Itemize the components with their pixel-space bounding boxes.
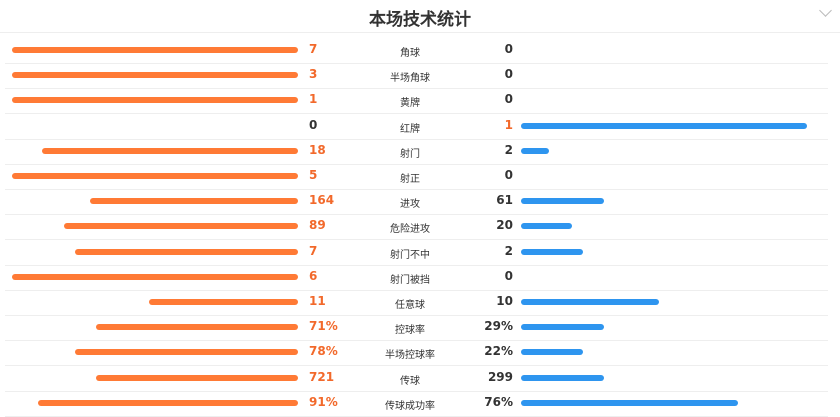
stat-label: 射门 [400,148,420,160]
stat-row: 78% 半场控球率 22% [5,340,828,367]
home-bar [96,374,298,381]
home-value: 164 [309,193,335,208]
stat-label: 半场控球率 [385,350,435,362]
stat-row: 11 任意球 10 [5,290,828,316]
home-value: 91% [309,394,338,409]
stat-row: 18 射门 2 [5,139,828,165]
stat-label: 任意球 [395,300,425,311]
away-value: 29% [484,319,513,334]
stat-row: 6 射门被挡 0 [5,265,828,291]
away-value: 0 [504,67,513,82]
away-value: 0 [504,168,513,182]
away-value: 2 [504,142,513,157]
stat-row: 1 黄牌 0 [5,88,828,115]
home-value: 71% [309,319,338,334]
home-value: 0 [309,117,318,132]
home-bar [38,399,298,406]
stat-row: 71% 控球率 29% [5,315,828,342]
home-bar [74,349,298,356]
stat-label: 传球 [400,375,420,387]
home-value: 6 [309,268,318,283]
away-bar [521,399,739,406]
home-bar [12,97,298,104]
away-value: 76% [484,394,513,409]
home-value: 1 [309,92,318,107]
home-value: 3 [309,67,318,82]
home-value: 18 [309,142,326,157]
stat-row: 721 传球 299 [5,366,828,392]
home-bar [12,173,298,179]
away-value: 61 [496,193,513,208]
stat-row: 7 射门不中 2 [5,240,828,266]
stat-row: 164 进攻 61 [5,189,828,216]
away-bar [521,299,659,305]
home-bar [12,273,298,280]
home-value: 89 [309,218,326,233]
home-bar [74,248,298,255]
stat-label: 危险进攻 [390,224,430,236]
home-bar [149,299,298,305]
away-bar [521,122,807,129]
away-value: 0 [504,268,513,283]
home-bar [90,198,298,205]
stat-label: 进攻 [400,199,420,211]
home-bar [64,223,298,230]
stat-label: 控球率 [395,325,425,337]
stat-row: 7 角球 0 [5,38,828,64]
home-bar [96,324,298,331]
away-value: 20 [496,218,513,233]
home-bar [12,72,298,79]
away-bar [521,147,550,154]
stat-row: 91% 传球成功率 76% [5,391,828,417]
stat-label: 角球 [400,48,420,59]
home-bar [42,147,298,154]
stat-row: 89 危险进攻 20 [5,214,828,241]
page-title: 本场技术统计 [369,10,471,30]
stat-label: 射正 [400,174,420,185]
away-value: 10 [496,294,513,308]
stat-label: 红牌 [400,123,420,135]
stat-label: 半场角球 [390,73,430,85]
away-value: 299 [487,369,513,384]
away-bar [521,198,604,205]
away-value: 22% [484,344,513,359]
home-value: 7 [309,42,318,56]
away-bar [521,223,572,230]
stat-row: 0 红牌 1 [5,114,828,140]
away-value: 0 [504,42,513,56]
away-bar [521,374,604,381]
home-value: 5 [309,168,318,182]
home-value: 78% [309,344,338,359]
stat-row: 5 射正 0 [5,164,828,190]
home-value: 11 [309,294,326,308]
away-bar [521,349,583,356]
away-value: 0 [504,92,513,107]
home-value: 7 [309,243,318,258]
away-value: 1 [504,117,513,132]
home-bar [12,47,298,53]
away-value: 2 [504,243,513,258]
stat-label: 传球成功率 [385,400,435,412]
stat-label: 射门被挡 [390,274,430,286]
home-value: 721 [309,369,335,384]
away-bar [521,324,604,331]
away-bar [521,248,583,255]
stat-row: 3 半场角球 0 [5,63,828,90]
stat-label: 黄牌 [400,98,420,110]
header: 本场技术统计 [0,0,840,33]
stat-label: 射门不中 [390,249,430,261]
